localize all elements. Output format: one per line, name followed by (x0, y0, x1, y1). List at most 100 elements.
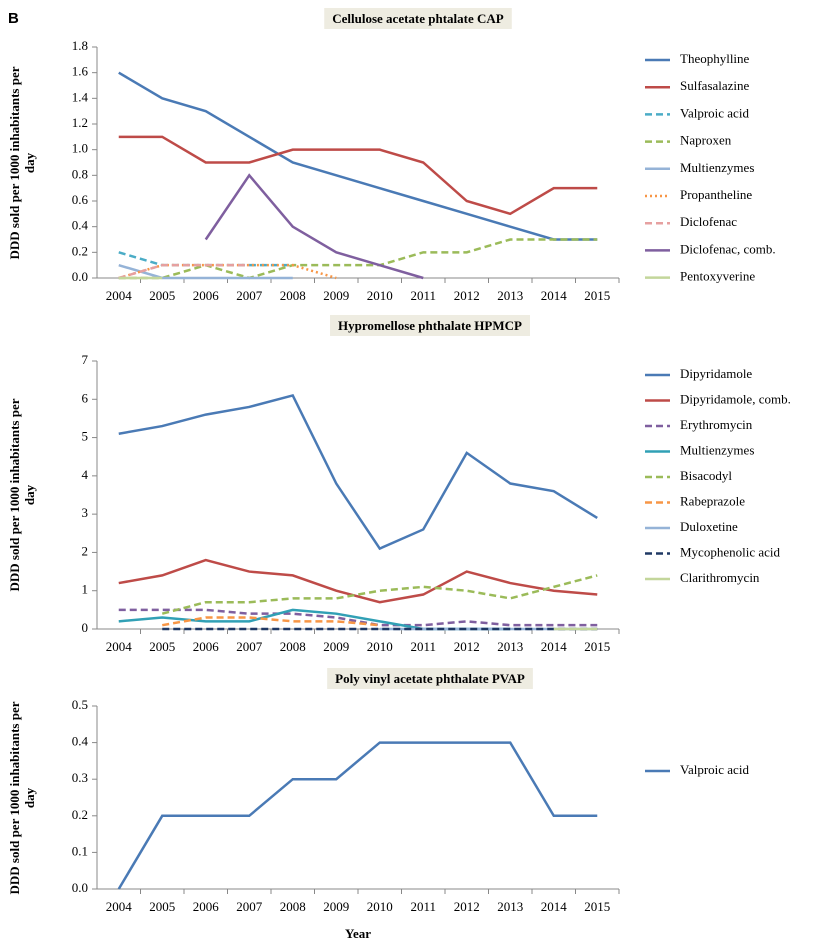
y-tick-label: 4 (82, 467, 89, 482)
legend-label: Pentoxyverine (680, 269, 755, 284)
legend-label: Bisacodyl (680, 468, 732, 483)
x-tick-label: 2011 (410, 288, 436, 303)
legend-label: Multienzymes (680, 160, 754, 175)
x-tick-label: 2014 (541, 639, 568, 654)
series-line (118, 263, 250, 280)
x-tick-label: 2007 (236, 899, 263, 914)
y-tick-label: 0.3 (72, 770, 88, 785)
x-tick-label: 2007 (236, 288, 263, 303)
title-background (330, 314, 531, 336)
series-line (118, 608, 511, 631)
x-tick-label: 2014 (541, 899, 568, 914)
y-tick-label: 1.4 (72, 89, 89, 104)
legend-label: Mycophenolic acid (680, 544, 780, 559)
x-tick-label: 2012 (454, 639, 480, 654)
x-tick-label: 2013 (497, 899, 523, 914)
legend-label: Theophylline (680, 51, 750, 66)
x-tick-label: 2006 (193, 639, 220, 654)
legend-label: Dipyridamole, comb. (680, 391, 791, 406)
series-line (118, 251, 293, 267)
legend-label: Clarithromycin (680, 570, 760, 585)
legend-label: Sulfasalazine (680, 78, 750, 93)
y-tick-label: 0.2 (72, 243, 88, 258)
legend-label: Multienzymes (680, 442, 754, 457)
series-line (118, 558, 598, 604)
legend-label: Valproic acid (680, 105, 749, 120)
series-line (118, 71, 598, 241)
x-tick-label: 2008 (280, 639, 306, 654)
y-tick-label: 1.0 (72, 141, 88, 156)
x-tick-label: 2004 (106, 899, 133, 914)
x-tick-label: 2014 (541, 288, 568, 303)
panel-label: B (8, 10, 19, 27)
y-tick-label: 3 (82, 505, 89, 520)
x-tick-label: 2010 (367, 899, 393, 914)
series-line (161, 574, 598, 615)
series-line (118, 238, 598, 280)
x-tick-label: 2005 (149, 288, 175, 303)
y-tick-label: 2 (82, 543, 89, 558)
title-background (324, 7, 512, 29)
x-axis-label: Year (345, 926, 371, 941)
x-tick-label: 2006 (193, 899, 220, 914)
x-tick-label: 2004 (106, 288, 133, 303)
x-tick-label: 2012 (454, 899, 480, 914)
y-tick-label: 5 (82, 429, 89, 444)
legend-label: Erythromycin (680, 417, 753, 432)
legend-label: Diclofenac (680, 214, 737, 229)
x-tick-label: 2009 (323, 899, 349, 914)
series-line (118, 393, 598, 551)
x-tick-label: 2015 (584, 639, 610, 654)
y-axis-label: DDD sold per 1000 inhabitants per day (7, 701, 37, 894)
y-tick-label: 0.0 (72, 880, 88, 895)
x-tick-label: 2008 (280, 288, 306, 303)
legend-label: Propantheline (680, 187, 752, 202)
y-tick-label: 0.4 (72, 218, 89, 233)
x-tick-label: 2005 (149, 639, 175, 654)
series-line (118, 263, 293, 280)
chart-title: Hypromellose phthalate HPMCP (338, 318, 522, 333)
series-line (117, 741, 598, 890)
y-tick-label: 0 (82, 620, 89, 635)
y-tick-label: 6 (82, 390, 89, 405)
x-tick-label: 2013 (497, 288, 523, 303)
y-tick-label: 7 (82, 352, 89, 367)
y-tick-label: 0.6 (72, 192, 89, 207)
y-tick-label: 0.4 (72, 734, 89, 749)
legend-label: Valproic acid (680, 762, 749, 777)
legend-label: Rabeprazole (680, 493, 745, 508)
x-tick-label: 2011 (410, 639, 436, 654)
x-tick-label: 2011 (410, 899, 436, 914)
x-tick-label: 2015 (584, 288, 610, 303)
y-tick-label: 0.2 (72, 807, 88, 822)
chart-title: Cellulose acetate phtalate CAP (332, 11, 504, 26)
series-line (118, 135, 598, 216)
title-background (327, 667, 533, 689)
y-tick-label: 0.5 (72, 697, 88, 712)
x-tick-label: 2006 (193, 288, 220, 303)
y-tick-label: 1 (82, 582, 89, 597)
series-line (118, 608, 598, 627)
x-tick-label: 2012 (454, 288, 480, 303)
y-axis-label: DDD sold per 1000 inhabitants per day (7, 398, 37, 592)
legend-label: Dipyridamole (680, 366, 752, 381)
series-line (162, 616, 380, 627)
x-tick-label: 2009 (323, 288, 349, 303)
x-tick-label: 2009 (323, 639, 349, 654)
chart-title: Poly vinyl acetate phthalate PVAP (335, 671, 525, 686)
legend-label: Diclofenac, comb. (680, 241, 776, 256)
x-tick-label: 2013 (497, 639, 523, 654)
y-tick-label: 1.6 (72, 64, 89, 79)
y-tick-label: 0.8 (72, 166, 88, 181)
series-line (204, 173, 424, 280)
x-tick-label: 2010 (367, 639, 393, 654)
x-tick-label: 2004 (106, 639, 133, 654)
y-tick-label: 0.0 (72, 269, 88, 284)
legend-label: Duloxetine (680, 519, 738, 534)
legend-label: Naproxen (680, 133, 732, 148)
x-tick-label: 2005 (149, 899, 175, 914)
y-tick-label: 0.1 (72, 843, 88, 858)
x-tick-label: 2015 (584, 899, 610, 914)
